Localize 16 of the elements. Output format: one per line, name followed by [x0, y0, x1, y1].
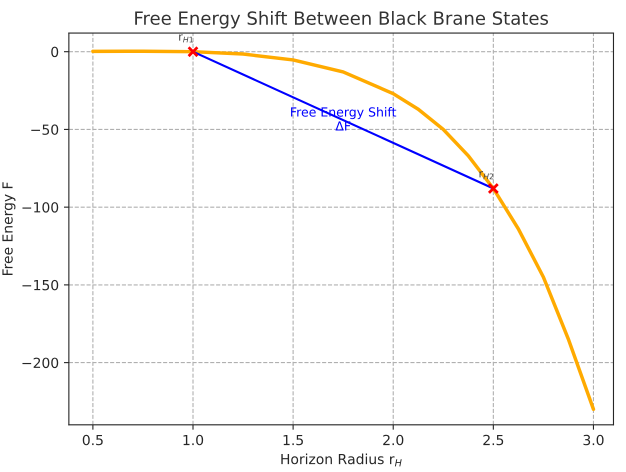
y-tick-label: −50 — [31, 124, 58, 135]
x-tick-label: 3.0 — [583, 434, 604, 446]
x-tick-label: 0.5 — [82, 434, 103, 446]
y-tick-label: 0 — [51, 46, 58, 58]
x-tick-label: 2.5 — [483, 434, 504, 446]
x-tick-label: 1.5 — [284, 434, 303, 446]
y-tick-label: −150 — [22, 280, 58, 290]
x-tick-label: 2.0 — [383, 434, 404, 446]
line-series — [91, 49, 596, 411]
x-axis-title: Horizon Radius r$_{H}$ — [281, 454, 402, 466]
y-axis-title: Free Energy F — [2, 182, 16, 276]
chart-title: Free Energy Shift Between Black Brane States — [135, 10, 548, 28]
annotation: r$_{H1}$ — [179, 34, 193, 42]
x-tick-label: 1.0 — [183, 434, 204, 446]
y-tick-label: −200 — [22, 358, 58, 368]
y-tick-label: −100 — [22, 202, 58, 213]
